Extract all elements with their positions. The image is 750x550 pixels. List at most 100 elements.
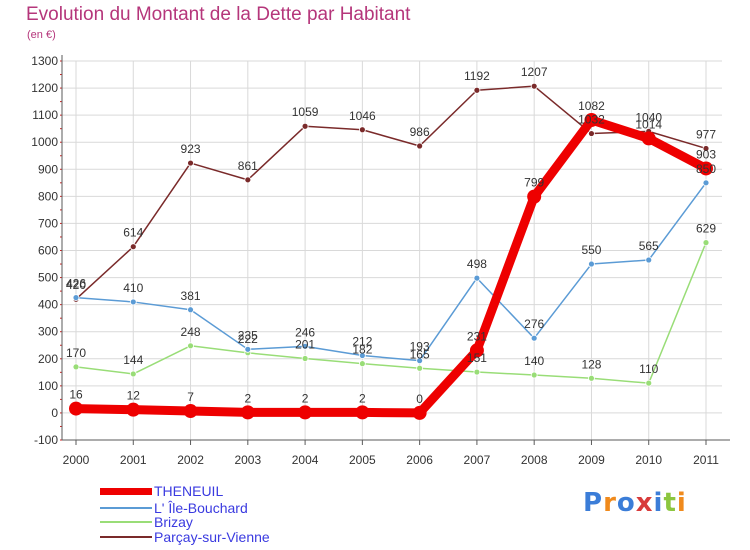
proxiti-logo: Proxiti	[583, 488, 687, 518]
legend-swatch-ile-bouchard	[100, 507, 152, 509]
data-point	[473, 274, 481, 282]
legend-label: Brizay	[154, 514, 193, 530]
data-point	[72, 363, 80, 371]
data-point	[355, 405, 370, 420]
y-tick-label: 600	[38, 244, 58, 258]
y-tick-label: 0	[51, 406, 58, 420]
data-point	[240, 405, 255, 420]
x-tick-label: 2004	[292, 453, 319, 467]
data-point	[129, 298, 137, 306]
logo-letter: P	[583, 488, 604, 518]
data-point	[301, 355, 309, 362]
grid	[62, 60, 722, 441]
y-tick-label: 100	[38, 379, 58, 393]
data-point	[69, 401, 83, 416]
data-label: 923	[181, 142, 201, 156]
data-point	[412, 405, 427, 420]
data-point	[702, 145, 710, 152]
logo-letter: o	[616, 488, 636, 518]
data-label: 201	[295, 338, 315, 352]
y-tick-label: 1100	[32, 108, 58, 122]
series-line-0	[71, 115, 711, 418]
data-point	[244, 176, 252, 184]
logo-letter: r	[603, 488, 617, 518]
line-chart: -100010020030040050060070080090010001100…	[31, 54, 730, 467]
data-point	[72, 294, 80, 302]
data-point	[358, 126, 366, 134]
data-label: 614	[123, 226, 143, 240]
data-label: 7	[187, 390, 194, 404]
y-tick-label: 300	[38, 325, 58, 339]
data-point	[469, 343, 484, 358]
y-tick-label: 800	[38, 189, 58, 203]
x-tick-label: 2006	[406, 453, 433, 467]
data-label: 565	[639, 239, 659, 253]
data-label: 2	[244, 391, 251, 405]
data-label: 498	[467, 257, 487, 271]
data-label: 110	[639, 362, 658, 376]
data-point	[588, 374, 595, 382]
data-label: 0	[416, 392, 423, 406]
data-label: 381	[181, 289, 201, 303]
data-point	[298, 405, 313, 420]
data-label: 1040	[635, 110, 662, 124]
data-label: 1014	[635, 117, 662, 131]
x-tick-label: 2002	[177, 453, 204, 467]
legend-label: THENEUIL	[154, 483, 224, 499]
data-label: 193	[410, 340, 430, 354]
data-point	[244, 345, 252, 353]
data-point	[301, 342, 309, 350]
data-label: 182	[352, 343, 372, 357]
legend-label: Parçay-sur-Vienne	[154, 529, 270, 545]
data-label: 410	[123, 281, 143, 295]
data-label: 420	[66, 278, 86, 292]
data-label: 231	[467, 329, 487, 343]
legend-swatch-theneuil	[100, 488, 152, 495]
logo-letter: i	[653, 488, 664, 518]
data-point	[129, 370, 137, 378]
data-label: 1032	[578, 113, 605, 127]
data-label: 903	[696, 147, 716, 161]
data-point	[358, 360, 366, 368]
data-label: 248	[181, 325, 201, 339]
data-label: 246	[295, 325, 315, 339]
data-label: 144	[123, 353, 143, 367]
data-point	[358, 352, 366, 359]
data-label: 128	[581, 357, 601, 371]
y-tick-label: 900	[38, 162, 58, 176]
data-point	[129, 243, 137, 251]
data-point	[584, 113, 599, 128]
data-point	[699, 161, 713, 176]
data-label: 799	[524, 176, 544, 190]
y-tick-label: 400	[38, 298, 58, 312]
y-tick-label: 500	[38, 271, 58, 285]
data-label: 151	[467, 351, 487, 365]
y-tick-label: 200	[38, 352, 58, 366]
data-label: 986	[410, 125, 430, 139]
y-tick-label: 1000	[31, 135, 58, 149]
data-label: 140	[524, 354, 544, 368]
logo-letter: t	[663, 488, 677, 518]
data-point	[588, 260, 595, 268]
y-tick-label: -100	[34, 433, 58, 447]
data-point	[702, 239, 710, 247]
legend-swatch-brizay	[100, 521, 152, 523]
legend-swatch-parcay	[100, 536, 152, 538]
data-label: 276	[524, 317, 544, 331]
data-label: 550	[581, 243, 601, 257]
data-point	[187, 306, 194, 314]
data-point	[527, 189, 542, 204]
data-point	[126, 402, 141, 417]
data-label: 16	[69, 388, 83, 402]
x-tick-label: 2003	[234, 453, 261, 467]
x-tick-label: 2001	[120, 453, 147, 467]
series-line-1	[75, 182, 707, 362]
x-tick-label: 2005	[349, 453, 376, 467]
y-tick-label: 700	[38, 216, 58, 230]
data-point	[187, 159, 194, 167]
axes: -100010020030040050060070080090010001100…	[31, 54, 730, 467]
data-point	[530, 82, 538, 90]
data-label: 1046	[349, 109, 376, 123]
